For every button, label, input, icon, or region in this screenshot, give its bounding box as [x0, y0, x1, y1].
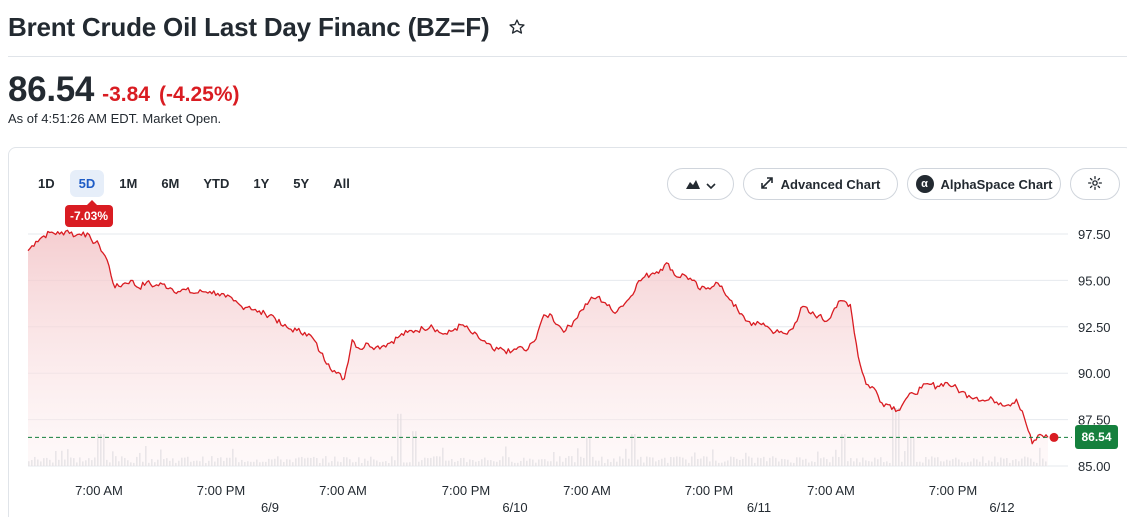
header-divider [8, 56, 1127, 57]
range-tabs: 1D 5D 1M 6M YTD 1Y 5Y All [29, 170, 365, 197]
range-tab-5y[interactable]: 5Y [293, 176, 310, 191]
x-tick-label: 7:00 AM [319, 483, 367, 498]
x-tick-label: 7:00 PM [442, 483, 490, 498]
page-title: Brent Crude Oil Last Day Financ (BZ=F) [8, 11, 490, 42]
range-tab-1m[interactable]: 1M [119, 176, 138, 191]
x-axis: 7:00 AM 7:00 PM 7:00 AM 7:00 PM 7:00 AM 7:00 … [75, 483, 1015, 515]
x-tick-label: 7:00 PM [685, 483, 733, 498]
y-tick-label: 92.50 [1078, 320, 1111, 335]
alphaspace-label: AlphaSpace Chart [940, 176, 1053, 192]
y-tick-label: 85.00 [1078, 459, 1111, 474]
x-tick-label: 7:00 AM [807, 483, 855, 498]
y-tick-label: 97.50 [1078, 227, 1111, 242]
y-axis: 97.50 95.00 92.50 90.00 87.50 85.00 [1078, 227, 1111, 474]
title-row: Brent Crude Oil Last Day Financ (BZ=F) [8, 10, 527, 44]
range-tab-1y[interactable]: 1Y [253, 176, 270, 191]
day-label: 6/9 [261, 500, 279, 515]
advanced-chart-label: Advanced Chart [780, 176, 881, 192]
current-price: 86.54 [8, 70, 95, 109]
alphaspace-chart-button[interactable]: α AlphaSpace Chart [907, 168, 1061, 200]
range-tab-ytd[interactable]: YTD [203, 176, 230, 191]
mountain-chart-icon [685, 177, 700, 192]
price-area-fill [28, 230, 1048, 466]
range-tab-5d[interactable]: 5D [69, 170, 105, 197]
advanced-chart-button[interactable]: Advanced Chart [743, 168, 898, 200]
y-tick-label: 95.00 [1078, 273, 1111, 288]
chart-card [8, 147, 1127, 517]
gear-icon [1087, 175, 1103, 194]
star-icon[interactable] [507, 17, 527, 37]
price-row: 86.54 -3.84 (-4.25%) [8, 70, 240, 110]
price-area [27, 229, 1049, 466]
day-label: 6/11 [747, 500, 771, 515]
performance-badge: -7.03% [65, 200, 114, 227]
y-tick-label: 87.50 [1078, 413, 1111, 428]
day-label: 6/12 [989, 500, 1014, 515]
range-tab-1d[interactable]: 1D [38, 176, 55, 191]
x-tick-label: 7:00 AM [563, 483, 611, 498]
chart-type-button[interactable] [667, 168, 734, 200]
y-tick-label: 90.00 [1078, 366, 1111, 381]
x-tick-label: 7:00 PM [197, 483, 245, 498]
price-line [27, 229, 1049, 445]
x-tick-label: 7:00 PM [929, 483, 977, 498]
alphaspace-logo-icon: α [915, 175, 934, 193]
last-price-dot [1049, 432, 1059, 442]
last-price-reference-line [28, 432, 1072, 442]
settings-button[interactable] [1070, 168, 1120, 200]
range-tab-6m[interactable]: 6M [161, 176, 180, 191]
market-status: As of 4:51:26 AM EDT. Market Open. [8, 111, 222, 126]
range-tab-all[interactable]: All [333, 176, 350, 191]
day-label: 6/10 [502, 500, 527, 515]
chevron-down-icon [705, 177, 716, 192]
last-price-tag: 86.54 [1075, 425, 1118, 450]
price-change: -3.84 [102, 83, 150, 106]
expand-icon [760, 176, 773, 192]
x-tick-label: 7:00 AM [75, 483, 123, 498]
price-change-percent: (-4.25%) [158, 83, 240, 106]
